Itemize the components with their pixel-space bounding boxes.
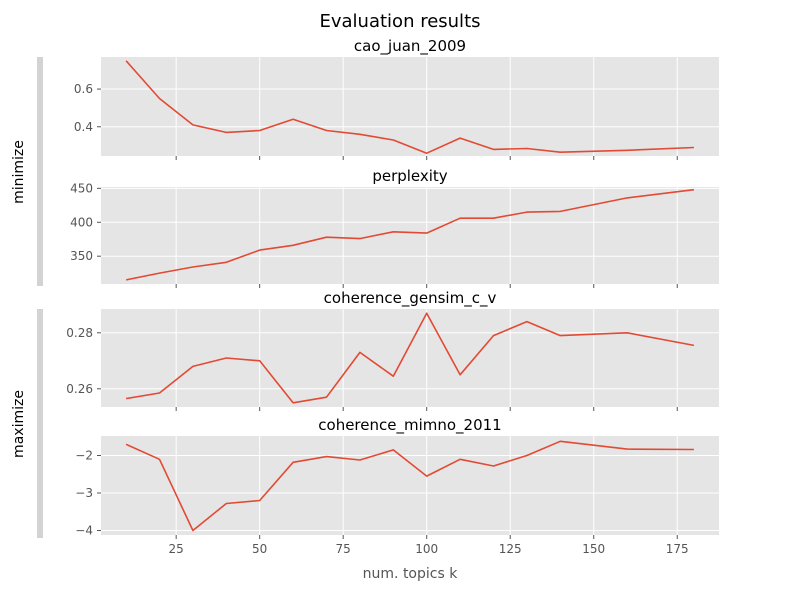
plot-background — [101, 57, 719, 156]
panel-0: 0.4 0.6 cao_juan_2009 — [74, 37, 719, 160]
x-axis-label: num. topics k — [363, 566, 459, 582]
series-line — [125, 312, 695, 404]
x-tick-label: 50 — [252, 542, 267, 556]
panel-title: perplexity — [372, 167, 447, 185]
x-tick-label: 175 — [666, 542, 689, 556]
x-tick-label: 100 — [415, 542, 438, 556]
group-label-minimize: minimize — [11, 140, 27, 204]
x-tick-label: 125 — [499, 542, 522, 556]
y-tick-label: 400 — [70, 215, 93, 229]
y-tick-label: 0.26 — [66, 382, 93, 396]
y-tick-label: −4 — [75, 524, 93, 538]
x-tick-label: 75 — [336, 542, 351, 556]
group-bar-maximize — [37, 309, 43, 538]
panels: 0.4 0.6 cao_juan_2009 350 400 450 perplexity 0.… — [66, 37, 719, 556]
panel-2: 0.26 0.28 coherence_gensim_c_v — [66, 289, 719, 411]
y-tick-label: −2 — [75, 449, 93, 463]
group-label-maximize: maximize — [11, 390, 27, 458]
figure-title: Evaluation results — [320, 11, 481, 32]
panel-title: coherence_gensim_c_v — [324, 289, 497, 308]
group-bar-minimize — [37, 57, 43, 286]
series-line — [125, 188, 694, 281]
panel-1: 350 400 450 perplexity — [70, 167, 719, 288]
panel-title: cao_juan_2009 — [354, 37, 466, 56]
y-tick-label: 0.28 — [66, 326, 93, 340]
x-tick-label: 25 — [169, 542, 184, 556]
plot-background — [101, 309, 719, 407]
series-line — [125, 440, 694, 532]
x-tick-label: 150 — [582, 542, 605, 556]
y-tick-label: 0.6 — [74, 82, 93, 96]
y-tick-label: −3 — [75, 486, 93, 500]
plot-background — [101, 187, 719, 284]
panel-3: 25 50 75 100 125 150 175 −4 −3 −2 coherence_mimno_… — [75, 416, 719, 556]
y-tick-label: 450 — [70, 181, 93, 195]
y-tick-label: 0.4 — [74, 120, 93, 134]
y-tick-label: 350 — [70, 249, 93, 263]
series-line — [125, 60, 694, 154]
panel-title: coherence_mimno_2011 — [318, 416, 501, 435]
plot-background — [101, 436, 719, 535]
